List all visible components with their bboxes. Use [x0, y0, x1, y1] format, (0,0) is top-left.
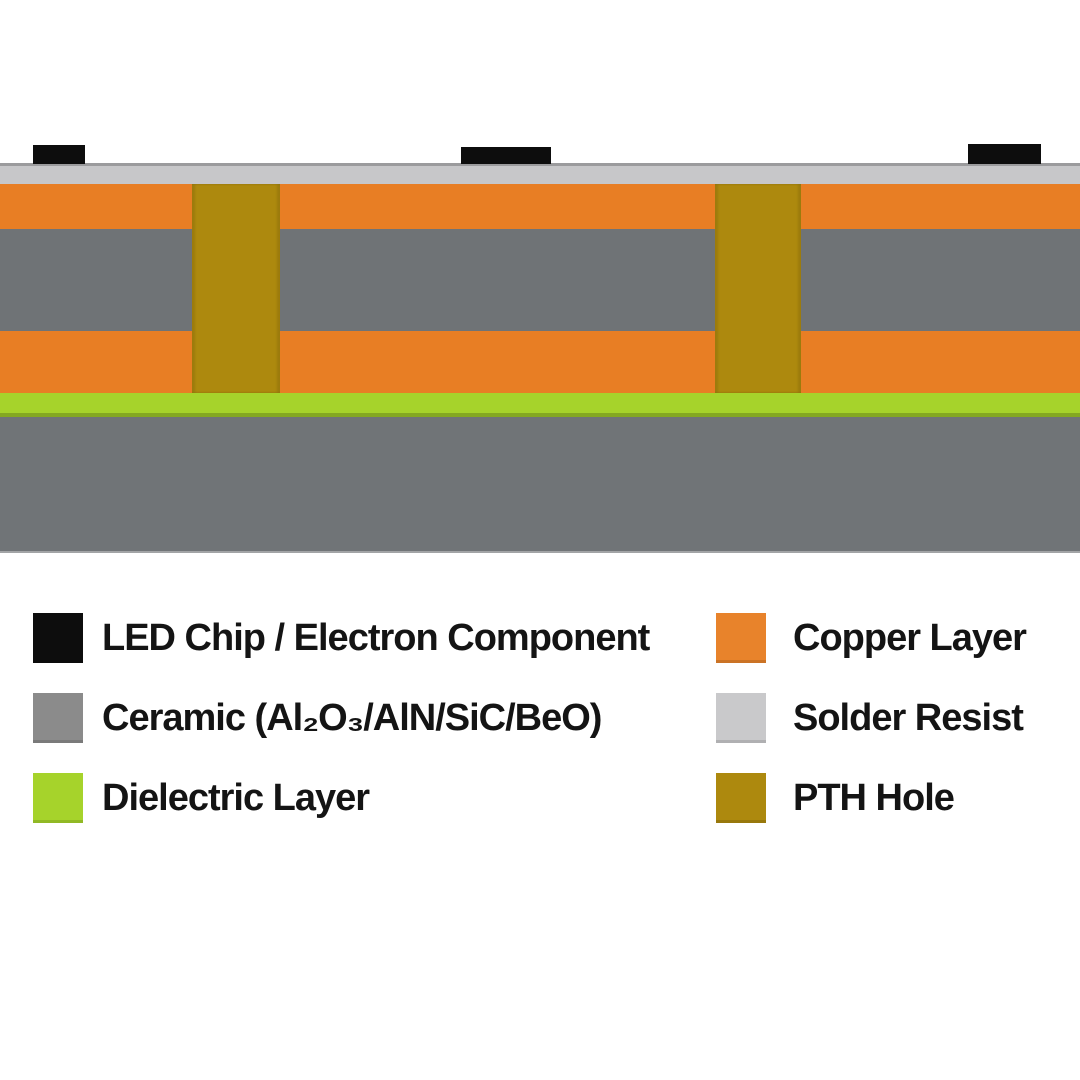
led-chip-1 [33, 145, 85, 164]
copper-layer-bottom [0, 331, 1080, 393]
copper-swatch [716, 613, 766, 663]
solder-resist-layer [0, 163, 1080, 184]
legend-label-ceramic: Ceramic (Al₂O₃/AlN/SiC/BeO) [102, 696, 602, 739]
ceramic-layer [0, 229, 1080, 331]
ceramic-swatch [33, 693, 83, 743]
pth-hole-2 [715, 184, 801, 393]
led-chip-swatch [33, 613, 83, 663]
pth-hole-1 [192, 184, 280, 393]
dielectric-swatch [33, 773, 83, 823]
legend-label-led-chip: LED Chip / Electron Component [102, 616, 650, 659]
legend-item-copper: Copper Layer [716, 613, 1027, 663]
copper-layer-top [0, 184, 1080, 229]
legend-label-pth-hole: PTH Hole [793, 776, 955, 819]
legend-item-led-chip: LED Chip / Electron Component [33, 613, 650, 663]
legend-label-solder-resist: Solder Resist [793, 696, 1024, 739]
led-chip-2 [461, 147, 551, 164]
legend-label-copper: Copper Layer [793, 616, 1027, 659]
led-chip-3 [968, 144, 1041, 164]
solder-resist-swatch [716, 693, 766, 743]
pcb-cross-section-diagram [0, 144, 1080, 553]
legend-item-solder-resist: Solder Resist [716, 693, 1026, 743]
legend-item-ceramic: Ceramic (Al₂O₃/AlN/SiC/BeO) [33, 693, 649, 743]
pth-hole-swatch [716, 773, 766, 823]
dielectric-layer [0, 393, 1080, 417]
legend-column-right: Copper Layer Solder Resist PTH Hole [716, 613, 1027, 823]
legend-label-dielectric: Dielectric Layer [102, 776, 370, 819]
base-ceramic-layer [0, 417, 1080, 553]
legend-item-dielectric: Dielectric Layer [33, 773, 649, 823]
legend-column-left: LED Chip / Electron Component Ceramic (A… [33, 613, 650, 823]
legend-item-pth-hole: PTH Hole [716, 773, 1026, 823]
